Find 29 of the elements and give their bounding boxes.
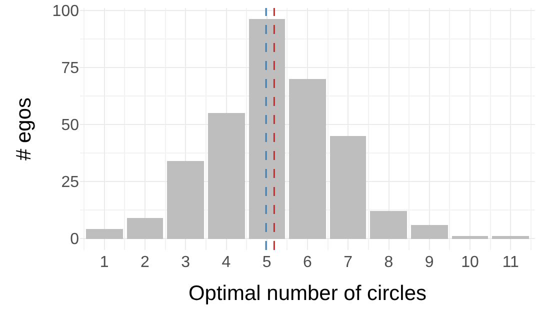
x-tick-label: 8 <box>384 254 394 271</box>
x-tick-label: 11 <box>502 254 520 271</box>
x-tick-label: 3 <box>181 254 190 271</box>
bar <box>411 225 448 239</box>
x-axis-title: Optimal number of circles <box>188 282 427 306</box>
bar <box>208 113 245 239</box>
x-tick-label: 4 <box>222 254 231 271</box>
y-tick-label: 100 <box>52 2 80 20</box>
x-tick-label: 10 <box>461 254 479 271</box>
x-tick-label: 1 <box>100 254 109 271</box>
bar <box>249 19 285 239</box>
bar <box>452 236 488 239</box>
bar <box>167 161 204 239</box>
y-tick-label: 75 <box>61 60 80 77</box>
y-tick-label: 50 <box>61 117 80 134</box>
bar <box>289 79 326 239</box>
bar <box>127 218 163 239</box>
x-tick-label: 7 <box>344 254 353 271</box>
bar <box>492 236 529 239</box>
x-tick-label: 6 <box>303 254 312 271</box>
x-tick-label: 5 <box>262 254 272 271</box>
x-tick-label: 9 <box>424 254 434 271</box>
bar <box>370 211 407 239</box>
y-tick-label: 25 <box>61 174 80 192</box>
y-axis-title: # egos <box>12 97 36 161</box>
bar <box>330 136 366 239</box>
x-tick-label: 2 <box>140 254 150 271</box>
y-tick-label: 0 <box>70 231 80 248</box>
bar <box>86 229 123 239</box>
